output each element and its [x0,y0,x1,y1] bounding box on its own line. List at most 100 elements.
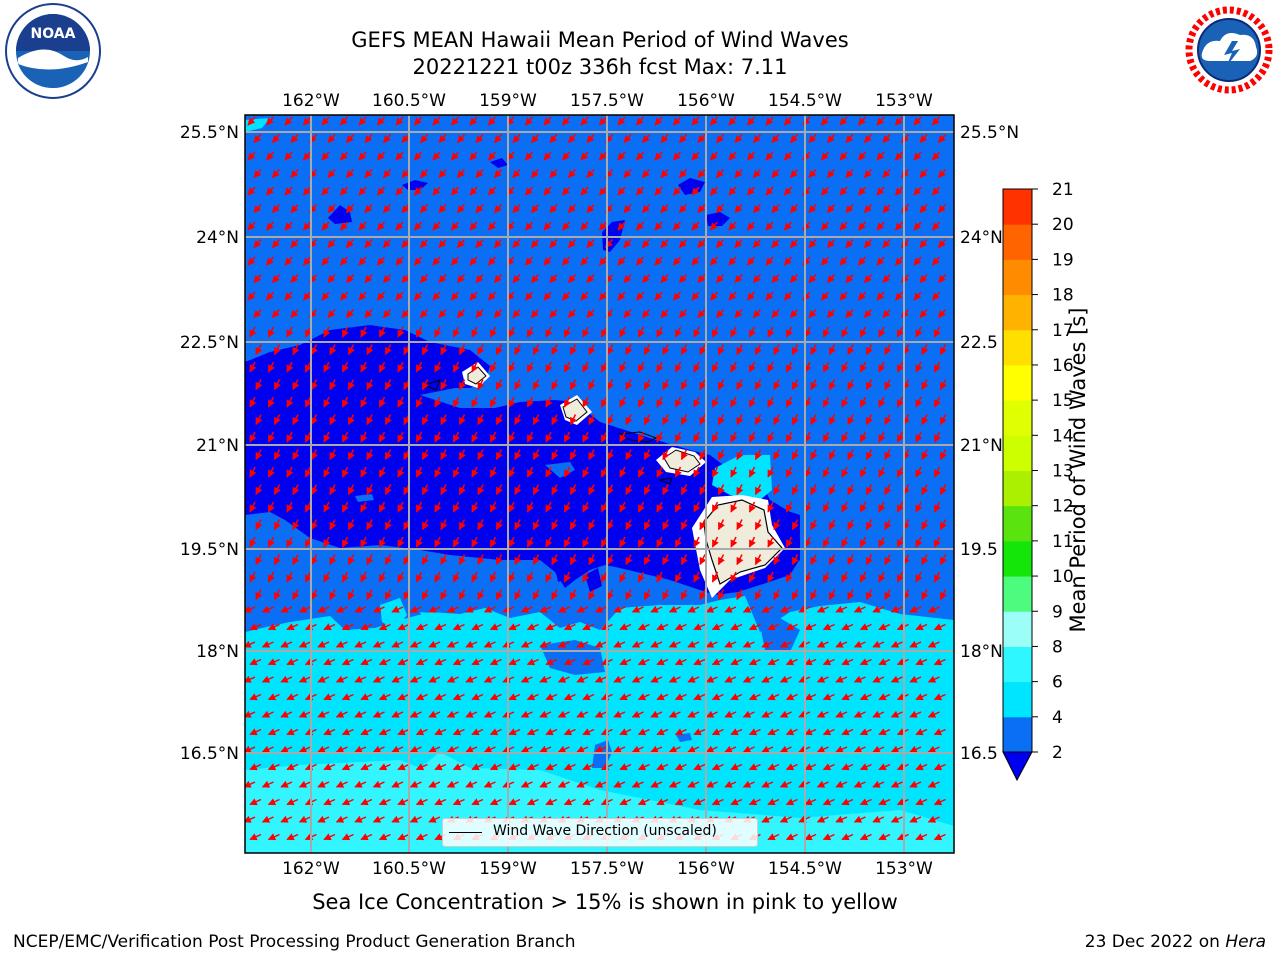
wind-wave-arrow [345,274,355,284]
wind-wave-arrow [378,326,386,338]
wind-wave-arrow [662,449,670,461]
wind-wave-arrow [767,326,775,338]
wind-wave-arrow [711,326,719,338]
wind-wave-arrow [598,116,608,126]
wind-wave-arrow [543,256,552,266]
wind-wave-arrow [421,414,429,426]
wind-wave-arrow [896,361,904,373]
wind-wave-arrow [728,186,737,196]
wind-wave-arrow [489,466,497,478]
wind-wave-arrow [878,361,886,373]
wind-wave-arrow [672,151,682,161]
wind-wave-arrow [327,204,336,214]
wind-wave-arrow [475,274,484,284]
wind-wave-arrow [693,326,701,338]
wind-wave-arrow [656,431,664,443]
lat-label: 25.5°N [960,123,1019,143]
wind-wave-arrow [401,274,410,284]
wind-wave-arrow [828,344,836,356]
wind-wave-arrow [619,466,627,478]
colorbar-tick-label: 6 [1052,673,1063,693]
wind-wave-arrow [512,169,521,179]
wind-wave-arrow [674,326,682,338]
wind-wave-arrow [600,326,608,338]
wind-wave-arrow [863,134,873,144]
wind-wave-arrow [419,274,429,284]
wind-wave-arrow [401,169,410,179]
wind-wave-arrow [495,379,503,391]
wind-wave-arrow [378,431,386,443]
wind-wave-arrow [530,239,540,249]
wind-wave-arrow [859,466,867,478]
wind-wave-arrow [822,396,830,408]
wind-wave-arrow [358,186,367,196]
wind-wave-arrow [643,484,651,496]
wind-wave-arrow [748,326,756,338]
wind-wave-arrow [865,449,873,461]
wind-wave-arrow [551,344,559,356]
wind-wave-arrow [508,361,516,373]
wind-wave-arrow [939,414,947,426]
wind-wave-arrow [458,449,466,461]
lon-label: 162°W [282,91,340,111]
wind-wave-arrow [341,326,349,338]
wind-wave-arrow [549,274,558,284]
wind-wave-arrow [512,204,521,214]
wind-wave-arrow [378,396,386,408]
wind-wave-arrow [791,449,799,461]
wind-wave-arrow [450,186,460,196]
wind-wave-arrow [857,116,867,126]
wind-wave-arrow [656,361,664,373]
colorbar-tick-label: 21 [1052,180,1074,200]
wind-wave-arrow [693,396,701,408]
wind-wave-arrow [508,326,516,338]
lat-label: 21°N [960,436,1003,456]
wind-wave-arrow [580,256,589,266]
wind-wave-arrow [267,326,275,338]
wind-wave-arrow [438,239,447,249]
wind-wave-arrow [286,466,294,478]
lon-label: 154.5°W [768,859,842,879]
wind-wave-arrow [549,134,558,144]
wind-wave-arrow [413,116,423,126]
wind-wave-arrow [672,256,682,266]
wind-wave-arrow [643,344,651,356]
wind-wave-arrow [884,414,892,426]
wind-wave-arrow [839,291,848,301]
wind-wave-arrow [526,466,534,478]
wind-wave-arrow [397,361,405,373]
colorbar-segment [1003,540,1032,577]
wind-wave-arrow [728,151,737,161]
wind-wave-arrow [921,414,929,426]
wind-wave-arrow [456,239,466,249]
wind-wave-arrow [709,256,719,266]
wind-wave-arrow [876,151,885,161]
wind-wave-arrow [247,221,256,231]
wind-wave-arrow [563,431,571,443]
wind-wave-arrow [859,361,867,373]
wind-wave-arrow [549,169,558,179]
wind-wave-arrow [820,256,830,266]
wind-wave-arrow [545,326,553,338]
wind-wave-arrow [290,134,299,144]
wind-wave-arrow [674,396,682,408]
wind-wave-arrow [765,186,774,196]
wind-wave-arrow [672,291,682,301]
wind-wave-arrow [896,326,904,338]
wind-wave-arrow [384,484,392,496]
wind-wave-arrow [545,431,553,443]
wind-wave-arrow [495,414,503,426]
wind-wave-arrow [304,466,312,478]
wind-wave-arrow [432,151,441,161]
wind-wave-arrow [822,431,830,443]
wind-wave-arrow [530,274,540,284]
wind-wave-arrow [857,221,867,231]
wind-wave-arrow [271,134,281,144]
wind-wave-arrow [512,309,521,319]
wind-wave-arrow [376,151,386,161]
wind-wave-arrow [284,221,293,231]
wind-wave-arrow [253,134,262,144]
wind-wave-arrow [327,134,336,144]
wind-wave-arrow [734,204,743,214]
wind-wave-arrow [820,221,830,231]
